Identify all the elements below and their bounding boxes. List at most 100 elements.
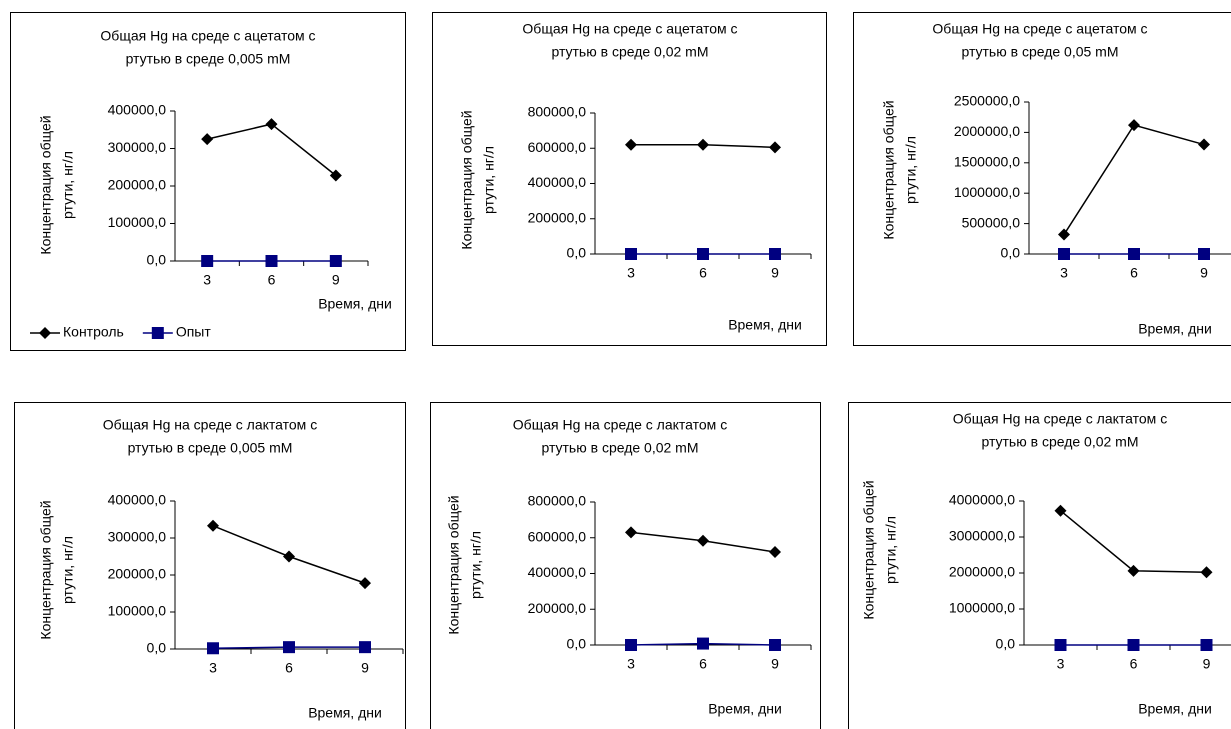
marker: [1198, 248, 1210, 260]
marker: [1127, 564, 1140, 577]
y-tick-label: 1000000,0: [949, 600, 1015, 616]
y-tick-label: 400000,0: [528, 564, 587, 580]
y-tick-label: 4000000,0: [949, 492, 1015, 508]
chart-title: Общая Hg на среде с лактатом с: [103, 417, 317, 433]
y-axis-label: ртути, нг/л: [883, 516, 899, 584]
y-tick-label: 2500000,0: [954, 93, 1020, 109]
y-axis-label: ртути, нг/л: [903, 136, 919, 204]
marker: [329, 255, 342, 267]
marker: [201, 255, 214, 267]
marker: [1054, 639, 1067, 651]
x-tick-label: 3: [627, 656, 635, 672]
marker: [625, 138, 637, 151]
x-tick-label: 6: [699, 265, 707, 281]
y-tick-label: 100000,0: [108, 603, 167, 619]
chart-title: Общая Hg на среде с лактатом с: [953, 411, 1167, 427]
chart: Общая Hg на среде с лактатом с ртутью в с…: [430, 402, 821, 729]
x-tick-label: 6: [1130, 656, 1138, 672]
y-tick-label: 0,0: [147, 252, 167, 268]
chart-title: Общая Hg на среде с ацетатом с: [522, 21, 737, 37]
y-axis-label: Концентрация общей: [446, 495, 462, 634]
x-axis-label: Время, дни: [308, 705, 382, 721]
y-axis-label: ртути, нг/л: [60, 151, 76, 219]
marker: [207, 519, 219, 532]
marker: [265, 255, 278, 267]
chart-frame: [10, 12, 406, 351]
series-line: [1060, 510, 1207, 574]
chart-title: ртутью в среде 0,05 mM: [961, 44, 1118, 60]
marker: [1054, 504, 1067, 517]
marker: [359, 641, 371, 654]
marker: [625, 248, 637, 260]
marker: [359, 577, 371, 590]
y-axis-label: Концентрация общей: [861, 480, 877, 619]
marker: [1058, 228, 1070, 241]
y-tick-label: 0,0: [996, 636, 1016, 652]
y-tick-label: 100000,0: [108, 214, 167, 230]
x-tick-label: 9: [771, 265, 779, 281]
marker: [697, 248, 709, 260]
y-tick-label: 1500000,0: [954, 154, 1020, 170]
marker: [201, 133, 214, 146]
marker: [625, 639, 637, 651]
y-axis-label: Концентрация общей: [459, 110, 475, 249]
chart-title: ртутью в среде 0,02 mM: [551, 44, 708, 60]
marker: [1127, 639, 1140, 651]
chart: Общая Hg на среде с ацетатом с ртутью в с…: [10, 12, 406, 351]
x-axis-label: Время, дни: [1138, 321, 1212, 337]
x-tick-label: 6: [285, 660, 293, 676]
y-axis-label: Концентрация общей: [881, 100, 897, 239]
chart-frame: [853, 12, 1231, 346]
marker: [151, 327, 164, 339]
y-tick-label: 2000000,0: [954, 123, 1020, 139]
marker: [1198, 138, 1210, 151]
marker: [697, 637, 709, 650]
x-tick-label: 6: [699, 656, 707, 672]
series-line: [1063, 124, 1205, 235]
marker: [1058, 248, 1070, 260]
y-tick-label: 600000,0: [528, 139, 587, 155]
marker: [1200, 566, 1213, 579]
chart: Общая Hg на среде с лактатом с ртутью в с…: [14, 402, 406, 729]
y-tick-label: 500000,0: [962, 214, 1021, 230]
x-tick-label: 6: [268, 272, 276, 288]
y-axis-label: ртути, нг/л: [60, 536, 76, 604]
y-tick-label: 0,0: [567, 245, 587, 261]
x-tick-label: 9: [1200, 265, 1208, 281]
chart-frame: [14, 402, 406, 729]
y-tick-label: 400000,0: [108, 102, 167, 118]
legend-label: Опыт: [176, 324, 212, 340]
marker: [1128, 119, 1140, 132]
y-tick-label: 300000,0: [108, 139, 167, 155]
x-tick-label: 3: [209, 660, 217, 676]
y-tick-label: 3000000,0: [949, 528, 1015, 544]
y-tick-label: 200000,0: [108, 566, 167, 582]
x-tick-label: 3: [1057, 656, 1065, 672]
chart-frame: [432, 12, 827, 346]
y-axis-label: Концентрация общей: [38, 115, 54, 254]
chart-title: ртутью в среде 0,02 mM: [541, 440, 698, 456]
legend-label: Контроль: [63, 324, 124, 340]
chart: Общая Hg на среде с ацетатом с ртутью в с…: [432, 12, 827, 346]
marker: [265, 118, 278, 131]
marker: [769, 639, 781, 651]
x-tick-label: 3: [627, 265, 635, 281]
x-tick-label: 9: [771, 656, 779, 672]
y-tick-label: 0,0: [1001, 245, 1021, 261]
x-tick-label: 9: [361, 660, 369, 676]
x-axis-label: Время, дни: [728, 317, 802, 333]
marker: [1128, 248, 1140, 260]
y-tick-label: 1000000,0: [954, 184, 1020, 200]
y-tick-label: 0,0: [567, 636, 587, 652]
marker: [283, 550, 295, 563]
x-axis-label: Время, дни: [708, 701, 782, 717]
marker: [39, 327, 51, 339]
chart-title: Общая Hg на среде с лактатом с: [513, 417, 727, 433]
x-tick-label: 9: [1203, 656, 1211, 672]
y-axis-label: Концентрация общей: [38, 500, 54, 639]
y-tick-label: 0,0: [147, 640, 167, 656]
y-tick-label: 200000,0: [528, 600, 587, 616]
marker: [697, 138, 709, 151]
x-axis-label: Время, дни: [1138, 701, 1212, 717]
marker: [329, 169, 342, 182]
